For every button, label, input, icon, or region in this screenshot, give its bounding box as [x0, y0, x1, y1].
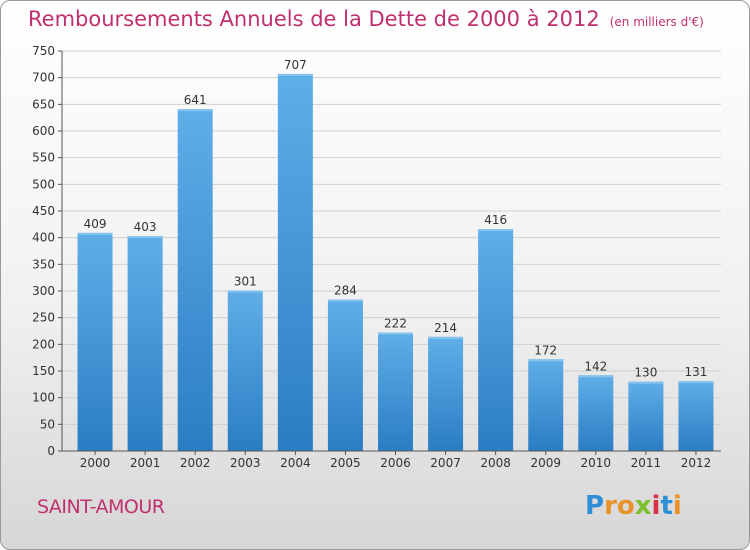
- x-tick-label: 2012: [681, 456, 712, 470]
- bar-2006: [378, 332, 413, 451]
- bar-highlight: [428, 336, 464, 339]
- bar-highlight: [327, 299, 363, 302]
- logo-letter: o: [616, 491, 635, 521]
- logo-letter: x: [634, 491, 652, 521]
- y-tick-label: 350: [32, 257, 55, 271]
- bar-highlight: [678, 381, 714, 384]
- bar-2012: [678, 381, 714, 451]
- bar-highlight: [528, 359, 564, 362]
- x-tick-label: 2006: [380, 456, 411, 470]
- data-label: 707: [284, 58, 307, 72]
- data-label: 130: [634, 366, 657, 380]
- bar-2005: [327, 299, 363, 451]
- bar-highlight: [77, 232, 113, 235]
- y-tick-label: 500: [32, 177, 55, 191]
- data-label: 403: [134, 220, 157, 234]
- chart-title-text: Remboursements Annuels de la Dette de 20…: [28, 7, 600, 31]
- logo-letter: t: [660, 491, 673, 521]
- bar-2010: [578, 375, 614, 451]
- bar-2008: [478, 229, 514, 451]
- bar-2004: [277, 73, 313, 451]
- data-label: 142: [584, 359, 607, 373]
- logo-letter: i: [672, 491, 682, 521]
- bar-2011: [628, 381, 664, 451]
- bar-highlight: [578, 375, 614, 378]
- y-tick-label: 750: [32, 44, 55, 58]
- data-label: 131: [685, 365, 708, 379]
- data-label: 284: [334, 284, 357, 298]
- y-tick-label: 250: [32, 311, 55, 325]
- y-tick-label: 650: [32, 97, 55, 111]
- y-tick-label: 150: [32, 364, 55, 378]
- y-tick-label: 100: [32, 391, 55, 405]
- x-tick-label: 2005: [330, 456, 361, 470]
- axes: 0 50 100 150 200 250 300 350 400 450 500 550 600 650 7…: [32, 44, 721, 470]
- x-tick-label: 2010: [581, 456, 612, 470]
- data-label: 409: [84, 217, 107, 231]
- logo-letter: i: [651, 491, 661, 521]
- data-label: 301: [234, 274, 257, 288]
- x-tick-label: 2009: [530, 456, 561, 470]
- bar-2002: [177, 109, 213, 451]
- data-label: 172: [534, 343, 557, 357]
- y-tick-label: 200: [32, 337, 55, 351]
- y-tick-label: 600: [32, 124, 55, 138]
- y-tick-label: 700: [32, 71, 55, 85]
- bar-2000: [77, 232, 113, 451]
- x-tick-label: 2007: [430, 456, 461, 470]
- bar-highlight: [127, 236, 163, 239]
- proxiti-logo: Proxiti: [585, 491, 682, 521]
- y-tick-label: 300: [32, 284, 55, 298]
- bar-highlight: [227, 290, 263, 293]
- data-labels: 409 403 641 301 707 284 222 214 416 172 142 130 131: [84, 58, 708, 380]
- x-tick-label: 2004: [280, 456, 311, 470]
- y-tick-label: 550: [32, 151, 55, 165]
- y-tick-label: 450: [32, 204, 55, 218]
- x-tick-label: 2000: [80, 456, 111, 470]
- y-tick-label: 50: [40, 417, 55, 431]
- chart-title: Remboursements Annuels de la Dette de 20…: [28, 7, 704, 31]
- bar-highlight: [628, 381, 664, 384]
- data-label: 416: [484, 213, 507, 227]
- x-tick-label: 2001: [130, 456, 161, 470]
- bars: [77, 73, 714, 451]
- x-tick-label: 2008: [480, 456, 511, 470]
- data-label: 222: [384, 317, 407, 331]
- bar-2001: [127, 236, 163, 451]
- chart-unit: (en milliers d'€): [609, 15, 704, 29]
- x-tick-label: 2011: [631, 456, 662, 470]
- data-label: 641: [184, 93, 207, 107]
- x-tick-label: 2002: [180, 456, 211, 470]
- bar-highlight: [277, 73, 313, 76]
- y-tick-label: 400: [32, 231, 55, 245]
- commune-name: SAINT-AMOUR: [37, 496, 165, 518]
- logo-letter: r: [604, 491, 617, 521]
- data-label: 214: [434, 321, 457, 335]
- bar-2003: [227, 290, 263, 451]
- y-tick-label: 0: [47, 444, 55, 458]
- bar-2009: [528, 359, 564, 451]
- bar-highlight: [478, 229, 514, 232]
- bar-2007: [428, 336, 464, 451]
- x-tick-label: 2003: [230, 456, 261, 470]
- logo-letter: P: [585, 491, 605, 521]
- bar-highlight: [177, 109, 213, 112]
- bar-highlight: [378, 332, 413, 335]
